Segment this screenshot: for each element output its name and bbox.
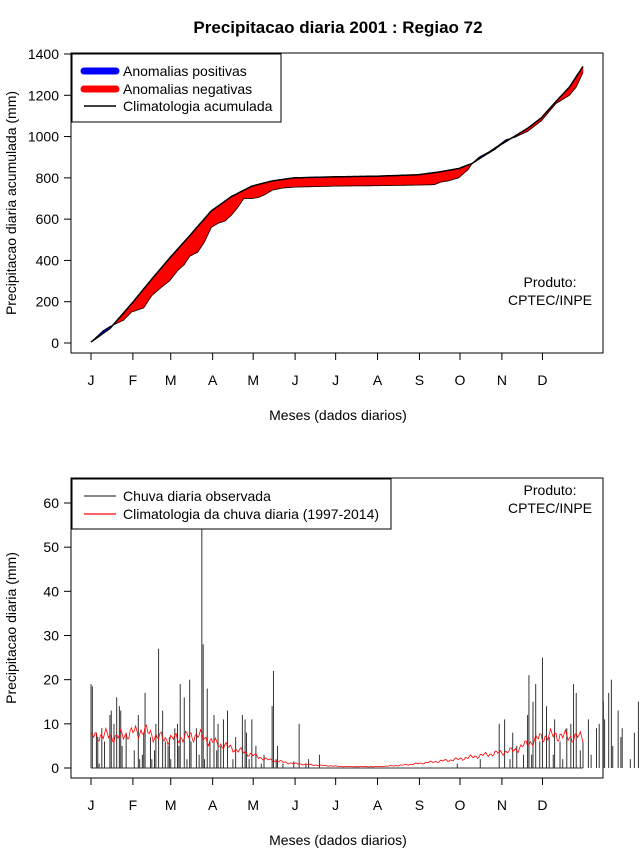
top-x-tick-label: M [165,372,177,388]
top-x-tick-label: J [88,372,95,388]
top-x-axis-label: Meses (dados diarios) [269,407,407,423]
legend-label-observed: Chuva diaria observada [123,488,271,504]
top-y-tick-label: 1400 [28,46,59,62]
bottom-x-tick-label: J [88,797,95,813]
bottom-y-tick-label: 40 [43,583,59,599]
top-y-tick-label: 200 [36,294,60,310]
top-plot-area: 0 200 400 600 800 1000 1200 1400 J F M A M J J A S O N D [28,46,584,388]
climatology-accumulated-line [90,65,584,343]
bottom-x-tick-label: M [165,797,177,813]
top-plot-frame [70,52,604,354]
top-x-tick-label: S [415,372,424,388]
bottom-y-tick-label: 20 [43,672,59,688]
chart-title: Precipitacao diaria 2001 : Regiao 72 [193,18,482,37]
bottom-y-tick-label: 60 [43,495,59,511]
top-annotation-line-1: Produto: [524,274,577,290]
legend-label-climatology-daily: Climatologia da chuva diaria (1997-2014) [123,506,379,522]
bottom-y-tick-label: 10 [43,716,59,732]
bottom-y-tick-label: 30 [43,628,59,644]
top-y-tick-label: 1200 [28,87,59,103]
bottom-x-tick-label: J [332,797,339,813]
top-x-tick-label: D [537,372,547,388]
top-x-tick-label: A [208,372,218,388]
top-y-tick-label: 1000 [28,129,59,145]
top-x-tick-label: J [332,372,339,388]
top-x-tick-label: O [455,372,466,388]
top-y-tick-label: 400 [36,252,60,268]
top-x-tick-label: F [129,372,138,388]
bottom-annotation-line-1: Produto: [524,482,577,498]
bottom-y-axis-label: Precipitacao diaria (mm) [3,552,19,704]
bottom-x-tick-label: F [129,797,138,813]
top-y-axis-label: Precipitacao diaria acumulada (mm) [3,91,19,315]
top-y-tick-label: 600 [36,211,60,227]
observed-accumulated-line [90,72,584,343]
legend-label-positive: Anomalias positivas [123,63,247,79]
bottom-x-tick-label: J [292,797,299,813]
bottom-plot-frame [70,477,604,779]
bottom-y-tick-label: 50 [43,539,59,555]
legend-label-negative: Anomalias negativas [123,81,252,97]
top-annotation-line-2: CPTEC/INPE [508,292,592,308]
bottom-x-tick-label: A [208,797,218,813]
bottom-x-axis-label: Meses (dados diarios) [269,832,407,848]
top-x-tick-label: M [247,372,259,388]
top-x-tick-label: N [497,372,507,388]
negative-anomaly-area [511,65,584,139]
bottom-legend: Chuva diaria observada Climatologia da c… [71,478,392,530]
bottom-legend-box [71,478,392,530]
bottom-x-tick-label: M [247,797,259,813]
bottom-x-tick-label: N [497,797,507,813]
bottom-x-tick-label: S [415,797,424,813]
accumulated-precipitation-chart: Precipitacao diaria 2001 : Regiao 72 0 20… [3,18,604,423]
top-y-tick-label: 800 [36,170,60,186]
bottom-x-tick-label: O [455,797,466,813]
top-x-tick-label: J [292,372,299,388]
negative-anomaly-area [113,163,472,325]
bottom-x-tick-label: A [373,797,383,813]
bottom-plot-area: 0 10 20 30 40 50 60 J F M A M J J A S O N D [43,495,639,813]
bottom-y-tick-label: 0 [51,760,59,776]
legend-label-climatology: Climatologia acumulada [123,98,273,114]
top-y-tick-label: 0 [51,335,59,351]
bottom-annotation-line-2: CPTEC/INPE [508,500,592,516]
top-x-tick-label: A [373,372,383,388]
top-legend: Anomalias positivas Anomalias negativas … [71,53,282,123]
climatology-daily-line [90,724,584,768]
daily-precipitation-chart: 0 10 20 30 40 50 60 J F M A M J J A S O N D Meses (dados d… [3,477,639,848]
bottom-x-tick-label: D [537,797,547,813]
